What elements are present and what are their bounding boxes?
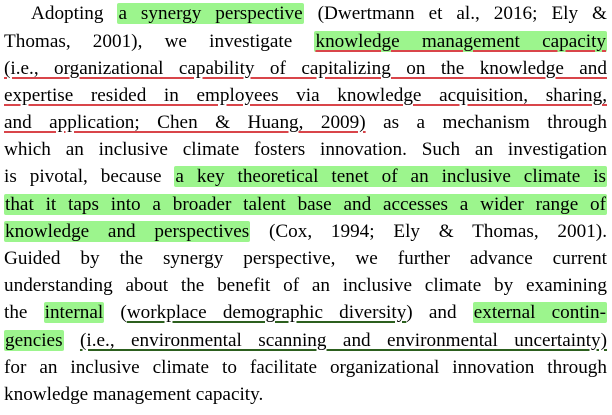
underlined-phrase: expertise resided in employees via knowl… xyxy=(4,85,607,106)
text-run: Thomas, 2001), we investigate xyxy=(4,31,315,52)
underlined-phrase: (i.e., environmental scanning and enviro… xyxy=(79,330,608,351)
text-line: Guided by the synergy perspective, we fu… xyxy=(4,246,607,272)
text-run: is pivotal, because xyxy=(4,166,175,187)
text-run: understanding about the benefit of an in… xyxy=(4,275,607,296)
underlined-phrase: workplace demographic diversity xyxy=(126,302,407,323)
text-line: Thomas, 2001), we investigate knowledge … xyxy=(4,29,607,55)
text-run: which an inclusive climate fosters innov… xyxy=(4,139,607,160)
highlighted-phrase: a synergy perspective xyxy=(117,3,304,24)
text-run: ( xyxy=(104,302,127,323)
text-line: for an inclusive climate to facilitate o… xyxy=(4,355,607,381)
underlined-phrase: (i.e., organizational capability of capi… xyxy=(4,58,607,79)
highlighted-phrase: external contin- xyxy=(472,302,607,323)
text-run: (Cox, 1994; Ely & Thomas, 2001). xyxy=(250,221,607,242)
highlighted-underlined-phrase: knowledge management capacity xyxy=(314,31,607,52)
text-run: Guided by the synergy perspective, we fu… xyxy=(4,248,607,269)
highlighted-phrase: internal xyxy=(43,302,105,323)
text-line: that it taps into a broader talent base … xyxy=(4,192,607,218)
text-run: (Dwertmann et al., 2016; Ely & xyxy=(303,3,607,24)
text-line: the internal (workplace demographic dive… xyxy=(4,300,607,326)
highlighted-phrase: knowledge and perspectives xyxy=(4,221,251,242)
text-line: knowledge and perspectives (Cox, 1994; E… xyxy=(4,219,607,245)
highlighted-phrase: a key theoretical tenet of an inclusive … xyxy=(174,166,608,187)
underlined-phrase: and application; Chen & Huang, 2009) xyxy=(4,112,366,133)
text-run: for an inclusive climate to facilitate o… xyxy=(4,357,607,378)
text-line: Adopting a synergy perspective (Dwertman… xyxy=(31,1,607,27)
text-line: which an inclusive climate fosters innov… xyxy=(4,137,607,163)
text-line: knowledge management capacity. xyxy=(4,382,607,408)
text-run: the xyxy=(4,302,44,323)
text-line: understanding about the benefit of an in… xyxy=(4,273,607,299)
text-line: and application; Chen & Huang, 2009) as … xyxy=(4,110,607,136)
text-run: Adopting xyxy=(31,3,118,24)
text-line: gencies (i.e., environmental scanning an… xyxy=(4,328,607,354)
text-line: expertise resided in employees via knowl… xyxy=(4,83,607,109)
text-run: ) and xyxy=(406,302,473,323)
highlighted-phrase: gencies xyxy=(4,330,64,351)
text-run: as a mechanism through xyxy=(365,112,607,133)
text-run xyxy=(64,330,80,351)
highlighted-phrase: that it taps into a broader talent base … xyxy=(4,194,607,215)
text-line: (i.e., organizational capability of capi… xyxy=(4,56,607,82)
text-run: knowledge management capacity. xyxy=(4,384,264,405)
text-line: is pivotal, because a key theoretical te… xyxy=(4,164,608,190)
